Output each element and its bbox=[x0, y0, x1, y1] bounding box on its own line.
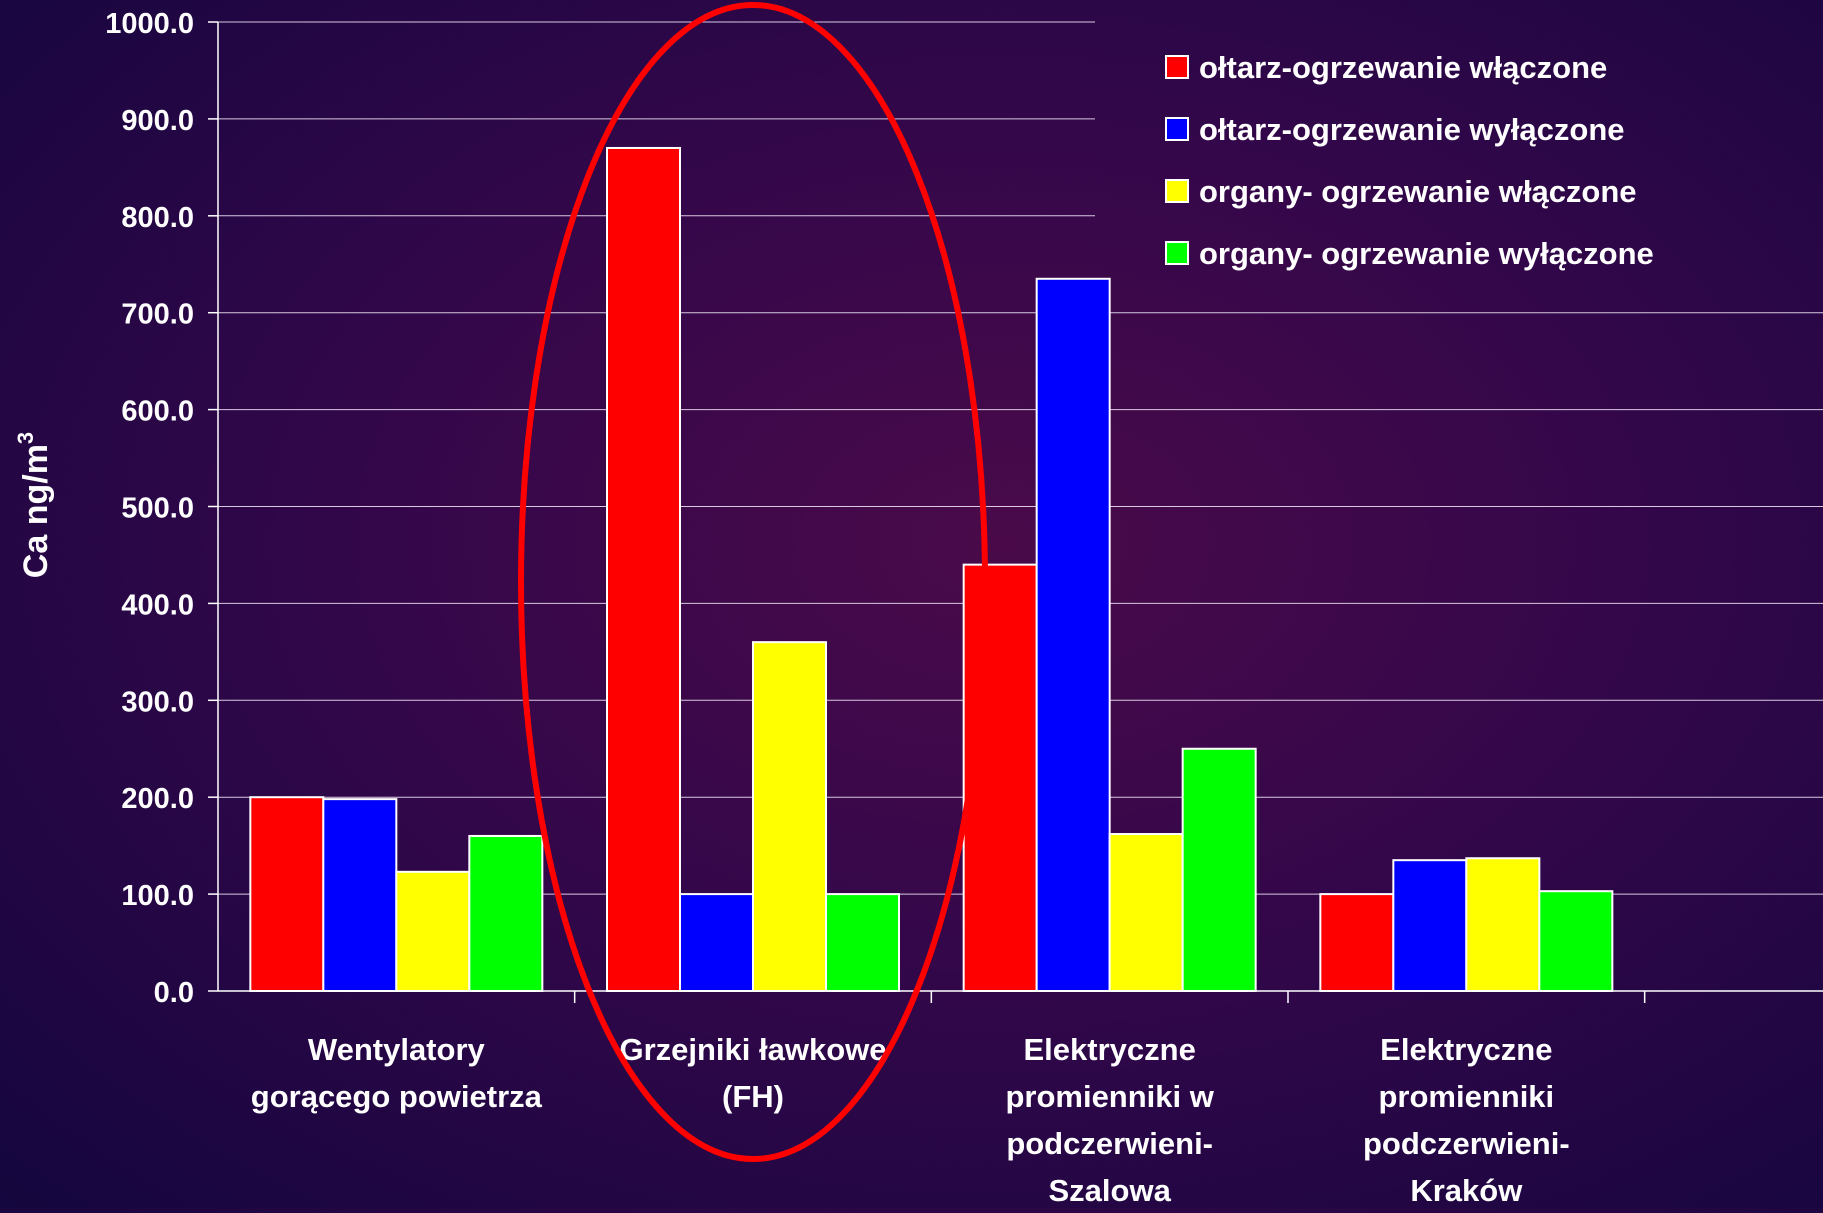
x-category-label-line: (FH) bbox=[722, 1079, 784, 1114]
x-category-label-line: Wentylatory bbox=[308, 1032, 486, 1067]
legend-label: ołtarz-ogrzewanie włączone bbox=[1199, 50, 1607, 85]
x-category-label-line: Kraków bbox=[1410, 1173, 1523, 1208]
y-axis-label: Ca ng/m3 bbox=[13, 432, 55, 578]
x-category-label-line: gorącego powietrza bbox=[251, 1079, 543, 1114]
y-tick-label: 300.0 bbox=[121, 686, 194, 718]
bar bbox=[679, 893, 754, 992]
y-axis-label-text: Ca ng/m bbox=[17, 444, 55, 578]
y-tick-label: 200.0 bbox=[121, 783, 194, 815]
x-category-label: Elektryczne promienniki podczerwieni- Krakó… bbox=[1363, 1032, 1570, 1208]
bar bbox=[1035, 277, 1111, 993]
bar bbox=[1392, 859, 1468, 992]
x-category-label-line: Grzejniki ławkowe bbox=[619, 1032, 886, 1067]
bar bbox=[1538, 890, 1614, 992]
bar bbox=[1181, 747, 1257, 992]
x-category-label-line: podczerwieni- bbox=[1006, 1126, 1213, 1161]
bar bbox=[606, 146, 681, 993]
legend-label: ołtarz-ogrzewanie wyłączone bbox=[1199, 112, 1625, 147]
bar bbox=[1465, 857, 1541, 993]
legend-label: organy- ogrzewanie wyłączone bbox=[1199, 236, 1654, 271]
y-tick-label: 100.0 bbox=[121, 880, 194, 912]
x-category-label-line: promienniki w bbox=[1005, 1079, 1214, 1114]
bar bbox=[1108, 833, 1184, 992]
x-category-label: Wentylatory gorącego powietrza bbox=[251, 1032, 543, 1114]
y-tick-label: 600.0 bbox=[121, 396, 194, 428]
bar bbox=[825, 893, 900, 992]
legend-swatch bbox=[1165, 55, 1189, 79]
legend-swatch bbox=[1165, 179, 1189, 203]
legend-swatch bbox=[1165, 117, 1189, 141]
legend-swatch bbox=[1165, 241, 1189, 265]
x-category-label-line: Elektryczne bbox=[1024, 1032, 1196, 1067]
bar bbox=[468, 834, 544, 993]
y-tick-label: 900.0 bbox=[121, 105, 194, 137]
y-tick-label: 400.0 bbox=[121, 589, 194, 621]
y-tick-label: 0.0 bbox=[154, 977, 194, 1009]
y-tick-label: 800.0 bbox=[121, 202, 194, 234]
y-tick-label: 1000.0 bbox=[105, 8, 194, 40]
x-category-label-line: Elektryczne bbox=[1380, 1032, 1552, 1067]
bar bbox=[395, 870, 471, 992]
y-tick-label: 500.0 bbox=[121, 493, 194, 525]
bar bbox=[962, 563, 1038, 992]
bar bbox=[752, 641, 827, 992]
bar bbox=[322, 798, 398, 992]
y-axis-label-superscript: 3 bbox=[13, 432, 38, 444]
highlight-ellipse bbox=[518, 2, 988, 1162]
x-category-label: Grzejniki ławkowe (FH) bbox=[619, 1032, 886, 1114]
x-category-label: Elektryczne promienniki w podczerwieni- Sza… bbox=[1005, 1032, 1214, 1208]
bar bbox=[1319, 893, 1395, 992]
x-category-label-line: Szalowa bbox=[1049, 1173, 1172, 1208]
x-category-label-line: promienniki bbox=[1378, 1079, 1554, 1114]
x-category-label-line: podczerwieni- bbox=[1363, 1126, 1570, 1161]
legend-label: organy- ogrzewanie włączone bbox=[1199, 174, 1637, 209]
y-tick-label: 700.0 bbox=[121, 299, 194, 331]
bar bbox=[249, 796, 325, 993]
